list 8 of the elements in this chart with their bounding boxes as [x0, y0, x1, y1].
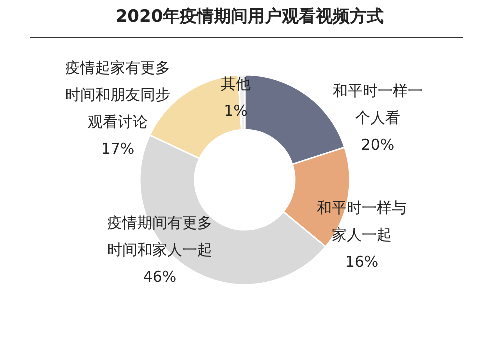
- slice-label: 疫情起家有更多时间和朋友同步观看讨论: [66, 59, 170, 131]
- data-label: 46%: [143, 268, 177, 286]
- data-label: 16%: [345, 253, 379, 271]
- chart-title: 2020年疫情期间用户观看视频方式: [116, 7, 384, 27]
- slice-label: 和平时一样一个人看: [333, 82, 423, 127]
- data-label: 17%: [101, 140, 135, 158]
- data-label: 20%: [361, 136, 395, 154]
- slice-label: 疫情期间有更多时间和家人一起: [108, 214, 212, 259]
